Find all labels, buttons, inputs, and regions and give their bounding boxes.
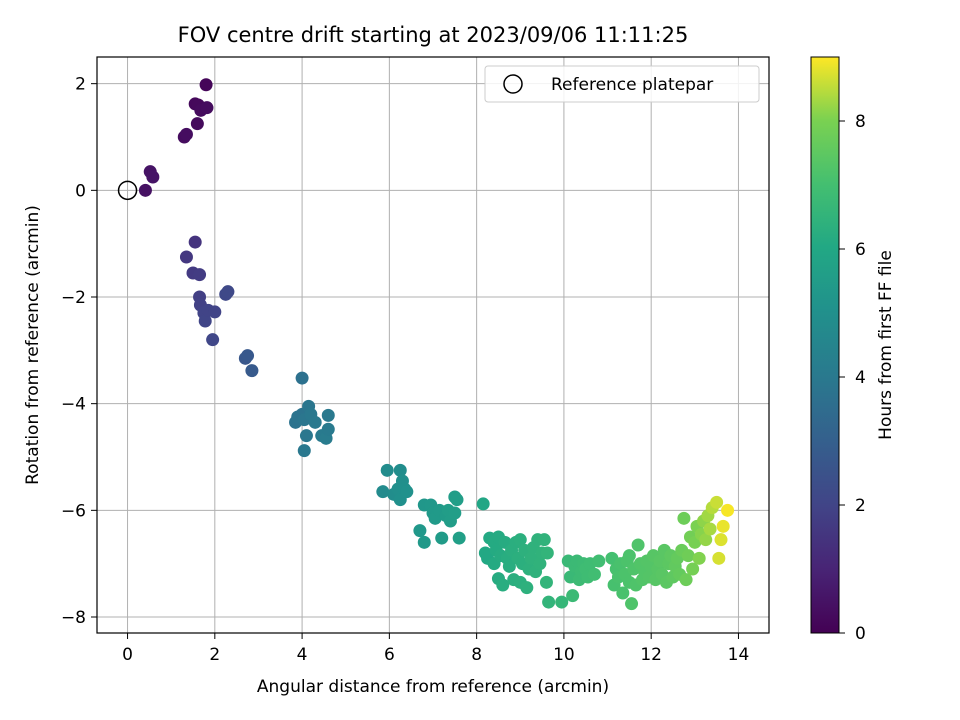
data-point — [179, 127, 193, 141]
data-point — [193, 268, 207, 282]
data-point — [206, 333, 220, 347]
data-point — [542, 595, 556, 609]
data-point — [448, 506, 462, 520]
colorbar-tick-label: 0 — [855, 624, 866, 644]
data-point — [710, 495, 724, 509]
y-tick-label: −2 — [61, 288, 86, 308]
data-point — [198, 314, 212, 328]
data-point — [631, 538, 645, 552]
data-point — [245, 364, 259, 378]
legend-marker-reference — [503, 74, 523, 94]
data-point — [692, 551, 706, 565]
data-point — [681, 549, 695, 563]
colorbar-tick-label: 4 — [855, 368, 866, 388]
x-axis-ticks: 0 2 4 6 8 10 12 14 — [122, 633, 749, 665]
data-point — [413, 524, 427, 538]
data-point — [502, 559, 516, 573]
y-tick-label: −6 — [61, 501, 86, 521]
data-point — [417, 535, 431, 549]
data-point — [677, 511, 691, 525]
colorbar-tick-label: 8 — [855, 112, 866, 132]
data-point — [199, 78, 213, 92]
data-point — [476, 497, 490, 511]
colorbar — [810, 56, 840, 634]
colorbar-tick-label: 6 — [855, 240, 866, 260]
data-point — [450, 493, 464, 507]
x-tick-label: 6 — [384, 645, 395, 665]
data-point — [400, 485, 414, 499]
data-point — [452, 531, 466, 545]
data-point — [295, 371, 309, 385]
data-point — [308, 415, 322, 429]
x-tick-label: 8 — [471, 645, 482, 665]
data-point — [566, 589, 580, 603]
data-point — [520, 581, 534, 595]
data-point — [703, 522, 717, 536]
legend: Reference platepar — [484, 65, 760, 103]
data-point — [716, 519, 730, 533]
data-point — [625, 597, 639, 611]
data-point — [555, 595, 569, 609]
plot-frame — [96, 56, 770, 634]
y-tick-label: −8 — [61, 608, 86, 628]
colorbar-tick-label: 2 — [855, 496, 866, 516]
data-point — [138, 183, 152, 197]
data-point — [376, 485, 390, 499]
data-point — [699, 533, 713, 547]
data-point — [622, 549, 636, 563]
legend-box — [484, 65, 760, 103]
y-axis-label: Rotation from reference (arcmin) — [23, 205, 43, 485]
legend-label-reference: Reference platepar — [551, 75, 713, 95]
data-point — [188, 235, 202, 249]
data-point — [513, 533, 527, 547]
data-point — [712, 551, 726, 565]
chart-title: FOV centre drift starting at 2023/09/06 … — [178, 23, 689, 47]
data-point — [241, 349, 255, 363]
data-point — [714, 533, 728, 547]
data-point — [200, 101, 214, 115]
data-point — [299, 429, 313, 443]
x-tick-label: 10 — [553, 645, 575, 665]
data-point — [679, 573, 693, 587]
data-point — [321, 408, 335, 422]
data-point — [221, 285, 235, 299]
data-point — [616, 586, 630, 600]
y-tick-label: −4 — [61, 395, 86, 415]
colorbar-label: Hours from first FF file — [876, 250, 896, 440]
data-point — [208, 305, 222, 319]
y-tick-label: 2 — [75, 75, 86, 95]
y-tick-label: 0 — [75, 181, 86, 201]
x-tick-label: 0 — [122, 645, 133, 665]
data-point — [435, 531, 449, 545]
data-point — [297, 444, 311, 458]
data-point — [496, 578, 510, 592]
y-axis-ticks: −8 −6 −4 −2 0 2 — [61, 75, 97, 628]
data-point — [179, 250, 193, 264]
data-point — [393, 463, 407, 477]
data-point — [537, 533, 551, 547]
x-tick-label: 14 — [728, 645, 750, 665]
reference-platepar-marker — [117, 180, 138, 201]
x-axis-label: Angular distance from reference (arcmin) — [257, 677, 609, 697]
scatter-points — [138, 78, 735, 611]
data-point — [321, 422, 335, 436]
data-point — [686, 562, 700, 576]
colorbar-ticks: 0 2 4 6 8 — [839, 112, 866, 644]
x-tick-label: 12 — [640, 645, 662, 665]
data-point — [721, 503, 735, 517]
data-point — [539, 575, 553, 589]
x-tick-label: 4 — [297, 645, 308, 665]
data-point — [592, 554, 606, 568]
data-point — [190, 117, 204, 131]
data-point — [380, 463, 394, 477]
data-point — [587, 567, 601, 581]
data-point — [540, 546, 554, 560]
x-tick-label: 2 — [209, 645, 220, 665]
data-point — [146, 170, 160, 184]
data-point — [533, 557, 547, 571]
